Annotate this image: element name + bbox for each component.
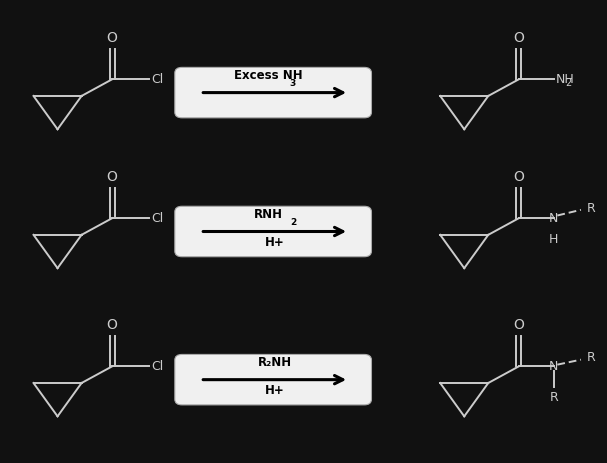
Text: NH: NH (556, 73, 575, 86)
Text: 2: 2 (566, 78, 572, 88)
Text: Cl: Cl (152, 73, 164, 86)
Text: O: O (514, 319, 524, 332)
Text: R₂NH: R₂NH (257, 357, 292, 369)
Text: R: R (586, 351, 595, 364)
Text: H+: H+ (265, 384, 285, 397)
FancyBboxPatch shape (175, 67, 371, 118)
Text: O: O (107, 170, 118, 184)
Text: RNH: RNH (254, 208, 283, 221)
Text: O: O (514, 31, 524, 45)
Text: O: O (107, 319, 118, 332)
Text: 3: 3 (290, 79, 296, 88)
Text: O: O (514, 170, 524, 184)
Text: N: N (549, 212, 558, 225)
Text: O: O (107, 31, 118, 45)
Text: Cl: Cl (152, 360, 164, 373)
Text: R: R (586, 202, 595, 215)
Text: 2: 2 (290, 218, 296, 227)
Text: N: N (549, 360, 558, 373)
FancyBboxPatch shape (175, 355, 371, 405)
Text: Excess NH: Excess NH (234, 69, 303, 82)
Text: Cl: Cl (152, 212, 164, 225)
Text: H: H (549, 233, 558, 246)
FancyBboxPatch shape (175, 206, 371, 257)
Text: R: R (549, 391, 558, 404)
Text: H+: H+ (265, 236, 285, 249)
